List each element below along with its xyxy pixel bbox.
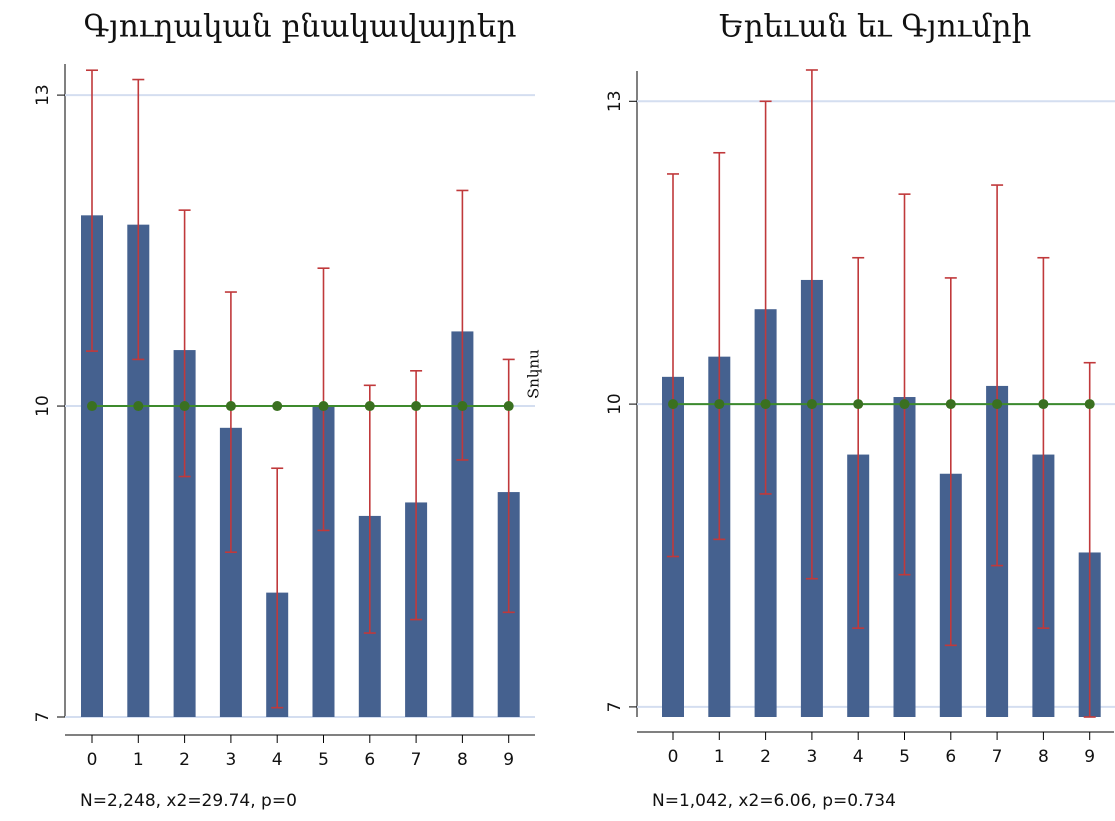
x-tick-label: 6 [364, 750, 375, 770]
reference-marker [411, 401, 422, 412]
reference-marker [364, 401, 375, 412]
x-tick-label: 6 [945, 747, 956, 767]
bar [451, 331, 474, 717]
reference-marker [760, 399, 771, 410]
reference-marker [899, 399, 910, 410]
y-tick-label: 10 [605, 393, 625, 415]
x-tick-label: 1 [714, 747, 725, 767]
x-tick-label: 8 [457, 750, 468, 770]
reference-marker [318, 401, 329, 412]
note: N=2,248, x2=29.74, p=0 [80, 791, 297, 811]
x-tick-label: 7 [992, 747, 1003, 767]
y-tick-label: 13 [605, 90, 625, 112]
x-tick-label: 7 [411, 750, 422, 770]
chart-title: Երեւան եւ Գյումրի [719, 9, 1032, 45]
bar [219, 427, 242, 717]
bar [127, 224, 150, 717]
x-tick-label: 2 [179, 750, 190, 770]
reference-marker [225, 401, 236, 412]
reference-marker [992, 399, 1003, 410]
reference-label: Տոկոս [525, 349, 543, 399]
bar [81, 215, 103, 718]
x-tick-label: 0 [87, 750, 98, 770]
reference-marker [945, 399, 956, 410]
chart-title: Գյուղական բնակավայրեր [84, 9, 517, 45]
bar [312, 406, 335, 717]
y-tick-label: 10 [33, 395, 53, 417]
x-tick-label: 0 [668, 747, 679, 767]
bar [173, 350, 196, 717]
x-tick-label: 2 [760, 747, 771, 767]
reference-marker [457, 401, 468, 412]
x-tick-label: 1 [133, 750, 144, 770]
reference-marker [1038, 399, 1049, 410]
reference-marker [806, 399, 817, 410]
y-tick-label: 7 [33, 712, 53, 723]
reference-marker [668, 399, 678, 410]
x-tick-label: 3 [225, 750, 236, 770]
x-tick-label: 9 [1084, 747, 1095, 767]
reference-marker [714, 399, 725, 410]
x-tick-label: 5 [318, 750, 329, 770]
reference-marker [87, 401, 97, 412]
x-tick-label: 4 [853, 747, 864, 767]
x-tick-label: 5 [899, 747, 910, 767]
reference-marker [503, 401, 514, 412]
y-tick-label: 7 [605, 701, 625, 712]
reference-marker [1084, 399, 1095, 410]
x-tick-label: 9 [503, 750, 514, 770]
bar [754, 309, 777, 717]
x-tick-label: 4 [272, 750, 283, 770]
y-tick-label: 13 [33, 84, 53, 106]
x-tick-label: 3 [806, 747, 817, 767]
reference-marker [272, 401, 283, 412]
note: N=1,042, x2=6.06, p=0.734 [652, 791, 896, 811]
reference-marker [133, 401, 144, 412]
reference-marker [853, 399, 864, 410]
x-tick-label: 8 [1038, 747, 1049, 767]
reference-marker [179, 401, 190, 412]
